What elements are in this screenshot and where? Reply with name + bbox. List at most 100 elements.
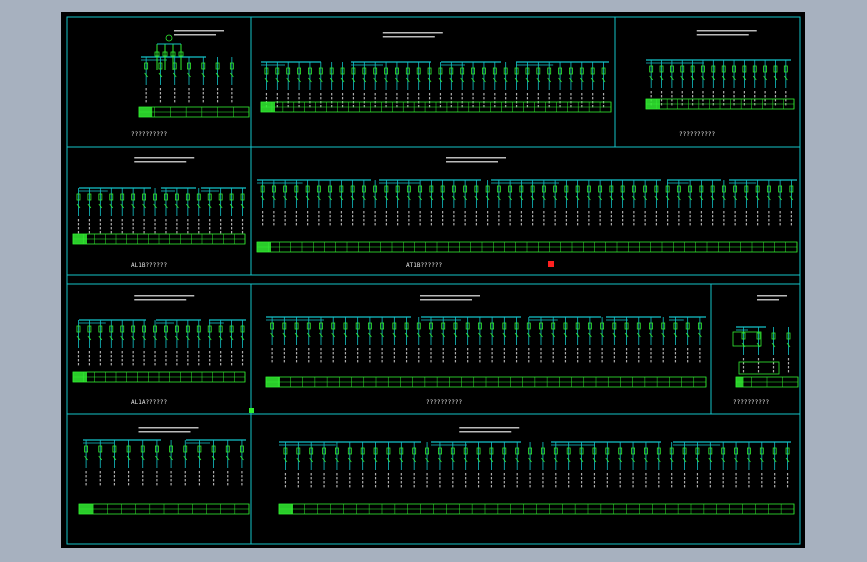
panel-bottom-center-breaker: [296, 447, 301, 455]
panel-lower-right-breaker: [756, 332, 761, 340]
panel-mid-left-feeder-label: [241, 231, 244, 234]
single-line-diagram: ?????????? ?????????? AL1B?????? AT1B???…: [66, 16, 801, 545]
panel-bottom-center-feeder-label: [645, 485, 647, 488]
panel-lower-left-switch: [142, 335, 146, 341]
panel-lower-center-breaker: [306, 322, 311, 330]
panel-bottom-center-feeder-label: [709, 485, 711, 488]
panel-mid-center-feeder-label: [599, 223, 601, 226]
panel-bottom-center-table-head: [279, 504, 293, 514]
panel-mid-center-switch: [260, 195, 265, 201]
panel-lower-center-switch: [306, 332, 311, 338]
panel-bottom-center-feeder-label: [413, 473, 415, 476]
panel-top-left-switch: [158, 72, 163, 78]
panel-top-right-feeder-label: [774, 91, 777, 94]
panel-lower-center-breaker: [416, 322, 421, 330]
panel-bottom-center-feeder-label: [709, 477, 711, 480]
panel-bottom-left-feeder-label: [184, 483, 186, 486]
panel-mid-center-switch: [733, 195, 737, 201]
panel-lower-center-feeder-label: [467, 348, 469, 351]
panel-lower-center-switch: [392, 332, 397, 338]
panel-bottom-left-feeder-label: [156, 479, 158, 482]
panel-bottom-center-feeder-label: [284, 473, 287, 476]
panel-bottom-center-switch: [399, 457, 404, 463]
panel-top-left-feeder-label: [174, 96, 176, 99]
panel-lower-center-breaker: [465, 322, 470, 330]
panel-lower-center-breaker: [367, 322, 372, 330]
panel-mid-center-switch: [744, 195, 749, 201]
panel-bottom-center-feeder-label: [761, 485, 763, 488]
panel-mid-center-switch: [677, 195, 681, 201]
panel-bottom-left-breaker: [155, 445, 159, 453]
panel-lower-center-switch: [673, 332, 678, 338]
panel-bottom-center-feeder-label: [503, 477, 505, 480]
panel-mid-left-feeder-label: [187, 223, 189, 226]
panel-mid-center-feeder-label: [340, 211, 342, 214]
panel-mid-left-feeder-label: [88, 219, 91, 222]
panel-mid-center-feeder-label: [554, 223, 556, 226]
panel-bottom-left-switch: [240, 455, 244, 461]
panel-mid-center-feeder-label: [768, 219, 770, 222]
panel-top-center-breaker: [275, 67, 280, 75]
panel-bottom-center-switch: [296, 457, 301, 463]
panel-lower-center-feeder-label: [479, 352, 481, 355]
panel-lower-center-feeder-label: [528, 348, 530, 351]
panel-bottom-center-switch: [695, 457, 700, 463]
panel-top-center-feeder-label: [515, 97, 518, 100]
panel-top-right-feeder-label: [650, 95, 652, 98]
panel-mid-center-feeder-label: [307, 211, 309, 214]
panel-mid-center-feeder-label: [262, 211, 264, 214]
panel-bottom-left-switch: [84, 455, 88, 461]
panel-bottom-center-feeder-label: [568, 481, 570, 484]
panel-mid-center-breaker: [688, 185, 693, 193]
panel-mid-left-breaker: [131, 193, 136, 201]
panel-lower-center-breaker: [526, 322, 531, 330]
panel-mid-left-breaker: [120, 193, 125, 201]
panel-mid-center-feeder-label: [689, 219, 691, 222]
panel-top-center-feeder-label: [526, 105, 529, 108]
panel-top-center-breaker: [579, 67, 584, 75]
panel-lower-center-feeder-label: [454, 356, 457, 359]
panel-bottom-center-feeder-label: [696, 481, 699, 484]
panel-top-center-feeder-label: [581, 93, 583, 96]
panel-top-center-feeder-label: [363, 93, 365, 96]
panel-lower-center-feeder-label: [442, 360, 444, 363]
panel-bottom-left-feeder-label: [85, 479, 87, 482]
panel-mid-center-feeder-label: [622, 219, 624, 222]
panel-top-right-breaker: [690, 65, 695, 73]
panel-top-right-feeder-label: [723, 91, 725, 94]
panel-mid-left-feeder-label: [165, 219, 167, 222]
panel-top-center-breaker: [525, 67, 530, 75]
panel-bottom-center-feeder-label: [786, 485, 789, 488]
panel-bottom-center-breaker: [721, 447, 726, 455]
panel-lower-center-feeder-label: [564, 356, 567, 359]
panel-lower-left-feeder-label: [143, 359, 145, 362]
panel-top-left-feeder-label: [174, 92, 176, 95]
panel-bottom-center-feeder-label: [297, 485, 299, 488]
panel-mid-center-feeder-label: [723, 215, 725, 218]
panel-bottom-left-switch: [140, 455, 145, 461]
panel-lower-left-breaker: [142, 325, 146, 333]
panel-top-left-feeder-label: [145, 92, 147, 95]
panel-mid-left-feeder-label: [230, 227, 233, 230]
panel-lower-center-feeder-label: [601, 348, 603, 351]
panel-lower-center-feeder-label: [418, 360, 420, 363]
panel-top-center-breaker: [471, 67, 475, 75]
panel-lower-center-feeder-label: [271, 360, 273, 363]
panel-lower-center-feeder-label: [650, 352, 652, 355]
panel-top-center-feeder-label: [352, 97, 355, 100]
panel-lower-left-breaker: [120, 325, 125, 333]
panel-bottom-center-feeder-label: [774, 477, 776, 480]
panel-bottom-center-feeder-label: [632, 473, 634, 476]
panel-lower-right-feeder-label: [772, 366, 775, 369]
panel-lower-center-feeder-label: [283, 348, 285, 351]
panel-bottom-center-feeder-label: [761, 481, 763, 484]
panel-lower-center-feeder-label: [662, 360, 664, 363]
panel-lower-left-feeder-label: [165, 355, 167, 358]
panel-mid-left-feeder-label: [77, 227, 80, 230]
panel-top-center-breaker: [286, 67, 291, 75]
panel-mid-center-feeder-label: [745, 211, 747, 214]
panel-top-center-feeder-label: [602, 97, 605, 100]
panel-bottom-center-feeder-label: [722, 473, 724, 476]
panel-bottom-center-feeder-label: [529, 477, 531, 480]
panel-bottom-left-feeder-label: [113, 471, 116, 474]
